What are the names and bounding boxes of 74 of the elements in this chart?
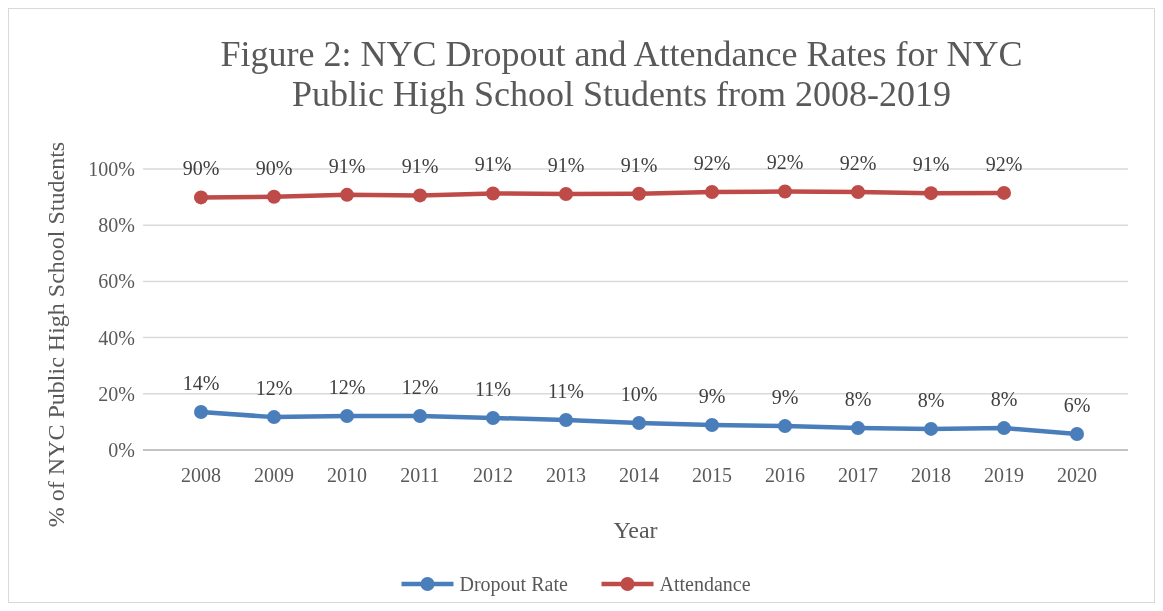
x-tick-label: 2011	[400, 464, 440, 486]
point	[413, 188, 427, 203]
data-label: 90%	[182, 157, 220, 180]
point	[632, 186, 646, 201]
x-tick-label: 2019	[984, 464, 1024, 486]
data-label: 91%	[547, 154, 585, 177]
chart-title: Figure 2: NYC Dropout and Attendance Rates for NYC Public High School Students from 2008-2019	[220, 34, 1023, 114]
x-tick-label: 2010	[327, 464, 367, 486]
point	[559, 187, 573, 202]
data-label: 90%	[255, 156, 293, 179]
data-label: 8%	[844, 388, 872, 411]
data-label: 9%	[771, 386, 799, 409]
legend-label: Dropout Rate	[459, 573, 568, 596]
point	[705, 185, 719, 200]
point	[1070, 426, 1084, 441]
point	[778, 184, 792, 199]
y-tick-label: 20%	[98, 382, 135, 405]
point	[340, 409, 354, 423]
data-label: 92%	[839, 152, 877, 175]
point	[997, 421, 1011, 436]
point	[778, 419, 792, 434]
x-axis-title: Year	[613, 517, 658, 543]
data-label: 10%	[620, 383, 658, 406]
data-label: 6%	[1063, 393, 1091, 416]
y-tick-label: 100%	[88, 158, 135, 180]
x-tick-label: 2013	[546, 464, 586, 486]
data-label: 12%	[255, 377, 293, 400]
data-label: 8%	[917, 388, 945, 411]
point	[924, 421, 938, 436]
data-label: 8%	[990, 388, 1018, 411]
y-tick-label: 0%	[108, 439, 135, 461]
data-label: 91%	[401, 155, 439, 178]
y-tick-label: 60%	[98, 270, 135, 293]
point	[632, 416, 646, 431]
x-tick-label: 2009	[254, 464, 294, 486]
point	[194, 405, 208, 420]
point	[486, 186, 500, 201]
legend-label: Attendance	[659, 573, 751, 595]
data-label: 91%	[474, 153, 512, 176]
x-tick-label: 2012	[473, 464, 513, 486]
data-label: 12%	[401, 376, 439, 398]
point	[194, 190, 208, 205]
data-label: 92%	[693, 152, 731, 175]
point	[559, 412, 573, 427]
point	[851, 185, 865, 200]
point	[705, 417, 719, 432]
point	[413, 409, 427, 423]
data-label: 91%	[912, 153, 950, 176]
x-tick-label: 2014	[619, 464, 659, 486]
point	[267, 189, 281, 204]
x-tick-label: 2015	[692, 464, 732, 486]
data-label: 9%	[698, 384, 726, 407]
x-tick-label: 2017	[838, 464, 878, 486]
x-tick-label: 2008	[181, 464, 221, 486]
point	[851, 421, 865, 436]
point	[486, 410, 500, 425]
data-label: 91%	[328, 154, 366, 177]
point	[267, 410, 281, 425]
data-label: 91%	[620, 153, 658, 176]
data-label: 92%	[985, 152, 1023, 175]
point	[997, 185, 1011, 200]
data-label: 92%	[766, 151, 804, 174]
data-label: 14%	[182, 372, 220, 395]
data-label: 11%	[548, 379, 584, 402]
y-tick-label: 40%	[98, 326, 135, 349]
point	[340, 187, 354, 202]
x-tick-label: 2018	[911, 464, 951, 486]
y-axis-title: % of NYC Public High School Students	[43, 141, 69, 528]
x-tick-label: 2020	[1057, 464, 1097, 486]
x-tick-label: 2016	[765, 464, 805, 486]
data-label: 12%	[328, 376, 366, 398]
point	[924, 186, 938, 201]
y-tick-label: 80%	[98, 214, 135, 237]
data-label: 11%	[475, 377, 511, 400]
